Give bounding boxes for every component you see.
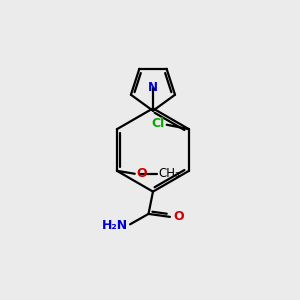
Text: N: N <box>148 81 158 94</box>
Text: H₂N: H₂N <box>102 219 128 232</box>
Text: O: O <box>136 167 147 180</box>
Text: CH₃: CH₃ <box>158 167 180 180</box>
Text: O: O <box>173 210 184 223</box>
Text: Cl: Cl <box>151 117 164 130</box>
